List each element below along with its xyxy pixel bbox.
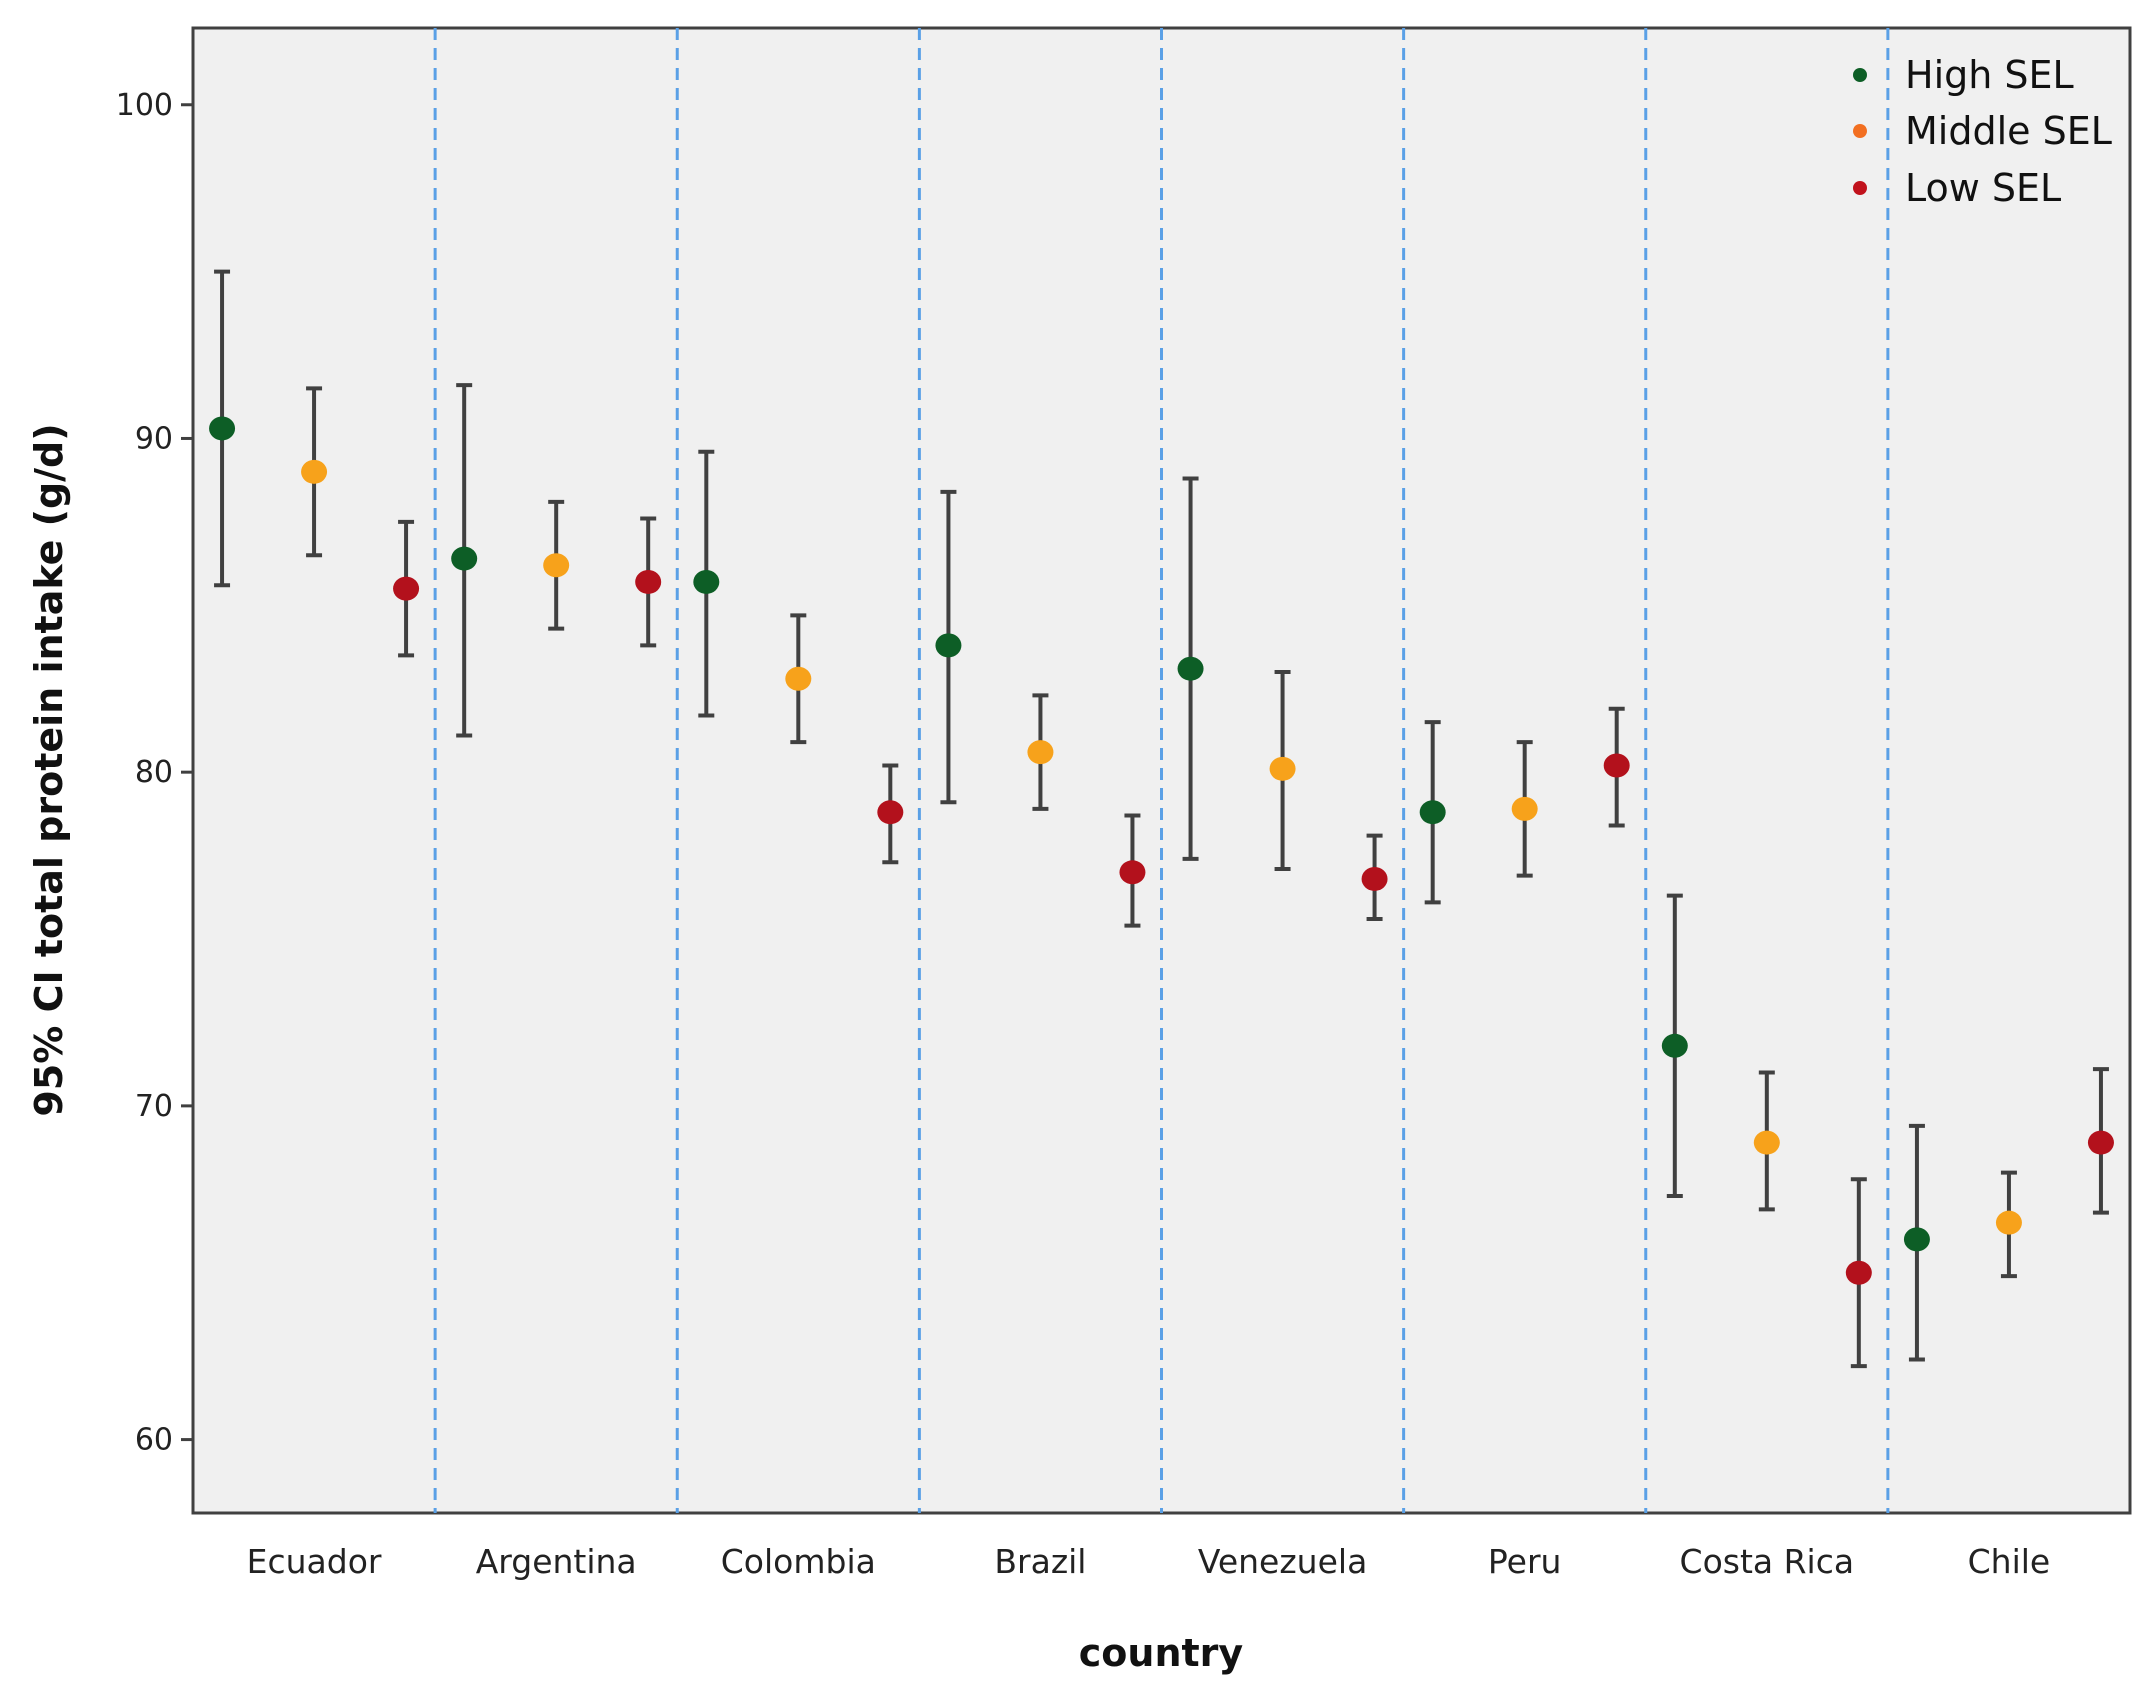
data-point [1753, 1130, 1780, 1155]
data-point [935, 633, 962, 658]
category-dividers [433, 28, 1890, 1513]
data-point [635, 569, 662, 594]
data-point [877, 800, 904, 825]
data-point [1361, 866, 1388, 891]
x-tick-label: Colombia [721, 1542, 876, 1581]
data-point [1995, 1210, 2022, 1235]
data-point [1269, 756, 1296, 781]
y-tick-label: 100 [116, 88, 173, 123]
x-axis-title: country [1079, 1631, 1244, 1675]
data-point [1903, 1227, 1930, 1252]
legend-label: Middle SEL [1905, 109, 2112, 153]
y-tick-label: 60 [135, 1423, 173, 1458]
data-point [451, 546, 478, 571]
x-tick-label: Costa Rica [1680, 1542, 1855, 1581]
data-point [785, 666, 812, 691]
data-point [1027, 740, 1054, 765]
legend-label: Low SEL [1905, 166, 2061, 210]
data-point [1845, 1260, 1872, 1285]
series-high-sel [209, 269, 1930, 1362]
series-middle-sel [301, 386, 2022, 1279]
data-point [393, 576, 420, 601]
data-point [693, 569, 720, 594]
y-tick-label: 80 [135, 755, 173, 790]
data-point [1603, 753, 1630, 778]
legend: High SEL Middle SEL Low SEL [1853, 53, 2112, 210]
y-tick-label: 70 [135, 1089, 173, 1124]
data-point [543, 553, 570, 578]
y-tick-label: 90 [135, 421, 173, 456]
x-tick-label: Ecuador [247, 1542, 382, 1581]
x-tick-label: Chile [1968, 1542, 2051, 1581]
data-point [1419, 800, 1446, 825]
y-axis: 60 70 80 90 100 [116, 28, 195, 1513]
x-tick-label: Brazil [994, 1542, 1086, 1581]
x-axis: Ecuador Argentina Colombia Brazil Venezuela P… [247, 1542, 2051, 1581]
legend-marker [1853, 124, 1867, 138]
data-point [1119, 860, 1146, 885]
legend-label: High SEL [1905, 53, 2074, 97]
data-point [1661, 1033, 1688, 1058]
data-point [301, 459, 328, 484]
legend-marker [1853, 68, 1867, 82]
x-tick-label: Argentina [476, 1542, 637, 1581]
data-point [2087, 1130, 2114, 1155]
data-point [1177, 656, 1204, 681]
x-tick-label: Peru [1488, 1542, 1562, 1581]
y-axis-title: 95% CI total protein intake (g/d) [27, 423, 71, 1116]
x-tick-label: Venezuela [1198, 1542, 1367, 1581]
data-point [209, 416, 236, 441]
series-low-sel [393, 516, 2114, 1369]
legend-marker [1853, 181, 1867, 195]
data-point [1511, 796, 1538, 821]
data-marks [209, 269, 2114, 1369]
